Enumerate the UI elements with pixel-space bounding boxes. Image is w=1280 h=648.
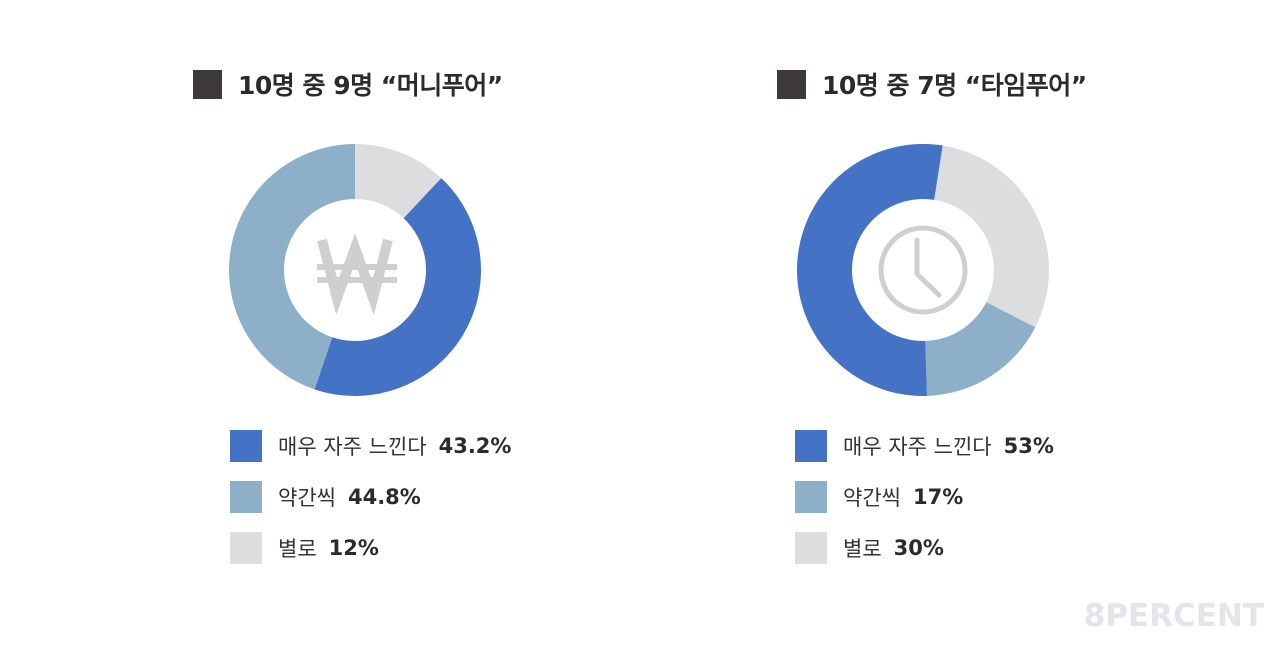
- legend-item: 매우 자주 느낀다 43.2%: [230, 430, 511, 462]
- donut-slice: [797, 144, 943, 396]
- legend-swatch: [795, 430, 827, 462]
- legend-value: 43.2%: [438, 434, 512, 458]
- chart-legend: 매우 자주 느낀다 53% 약간씩 17% 별로 30%: [795, 430, 1054, 583]
- legend-label: 매우 자주 느낀다: [278, 435, 427, 459]
- legend-label: 별로: [843, 537, 882, 561]
- chart-title: 10명 중 7명 “타임푸어”: [777, 66, 1087, 102]
- legend-label: 별로: [278, 537, 317, 561]
- legend-item: 매우 자주 느낀다 53%: [795, 430, 1054, 462]
- legend-item: 약간씩 17%: [795, 481, 1054, 513]
- chart-title-text: 10명 중 9명 “머니푸어”: [238, 71, 503, 100]
- chart-title-text: 10명 중 7명 “타임푸어”: [822, 71, 1087, 100]
- legend-label: 약간씩: [278, 486, 336, 510]
- title-marker: [777, 69, 806, 99]
- legend-value: 44.8%: [347, 485, 421, 509]
- donut-slice: [314, 178, 482, 397]
- legend-swatch: [795, 481, 827, 513]
- legend-value: 12%: [328, 536, 379, 560]
- legend-item: 별로 30%: [795, 532, 1054, 564]
- legend-swatch: [230, 481, 262, 513]
- legend-label: 매우 자주 느낀다: [843, 435, 992, 459]
- clock-icon: [878, 225, 968, 315]
- donut-chart: [797, 144, 1049, 396]
- chart-title: 10명 중 9명 “머니푸어”: [193, 66, 503, 102]
- donut-slice: [355, 144, 442, 219]
- donut-slice: [228, 144, 355, 390]
- legend-value: 30%: [893, 536, 944, 560]
- title-marker: [193, 69, 222, 99]
- donut-slice: [934, 145, 1049, 328]
- legend-swatch: [230, 430, 262, 462]
- donut-slice: [925, 302, 1036, 396]
- legend-swatch: [230, 532, 262, 564]
- legend-value: 17%: [912, 485, 964, 509]
- legend-label: 약간씩: [843, 486, 901, 510]
- donut-chart: [228, 144, 482, 397]
- watermark: 8PERCENT: [1083, 598, 1264, 634]
- legend-item: 약간씩 44.8%: [230, 481, 511, 513]
- legend-item: 별로 12%: [230, 532, 511, 564]
- legend-value: 53%: [1003, 434, 1054, 458]
- legend-swatch: [795, 532, 827, 564]
- won-sign-icon: [317, 233, 397, 315]
- chart-legend: 매우 자주 느낀다 43.2% 약간씩 44.8% 별로 12%: [230, 430, 511, 583]
